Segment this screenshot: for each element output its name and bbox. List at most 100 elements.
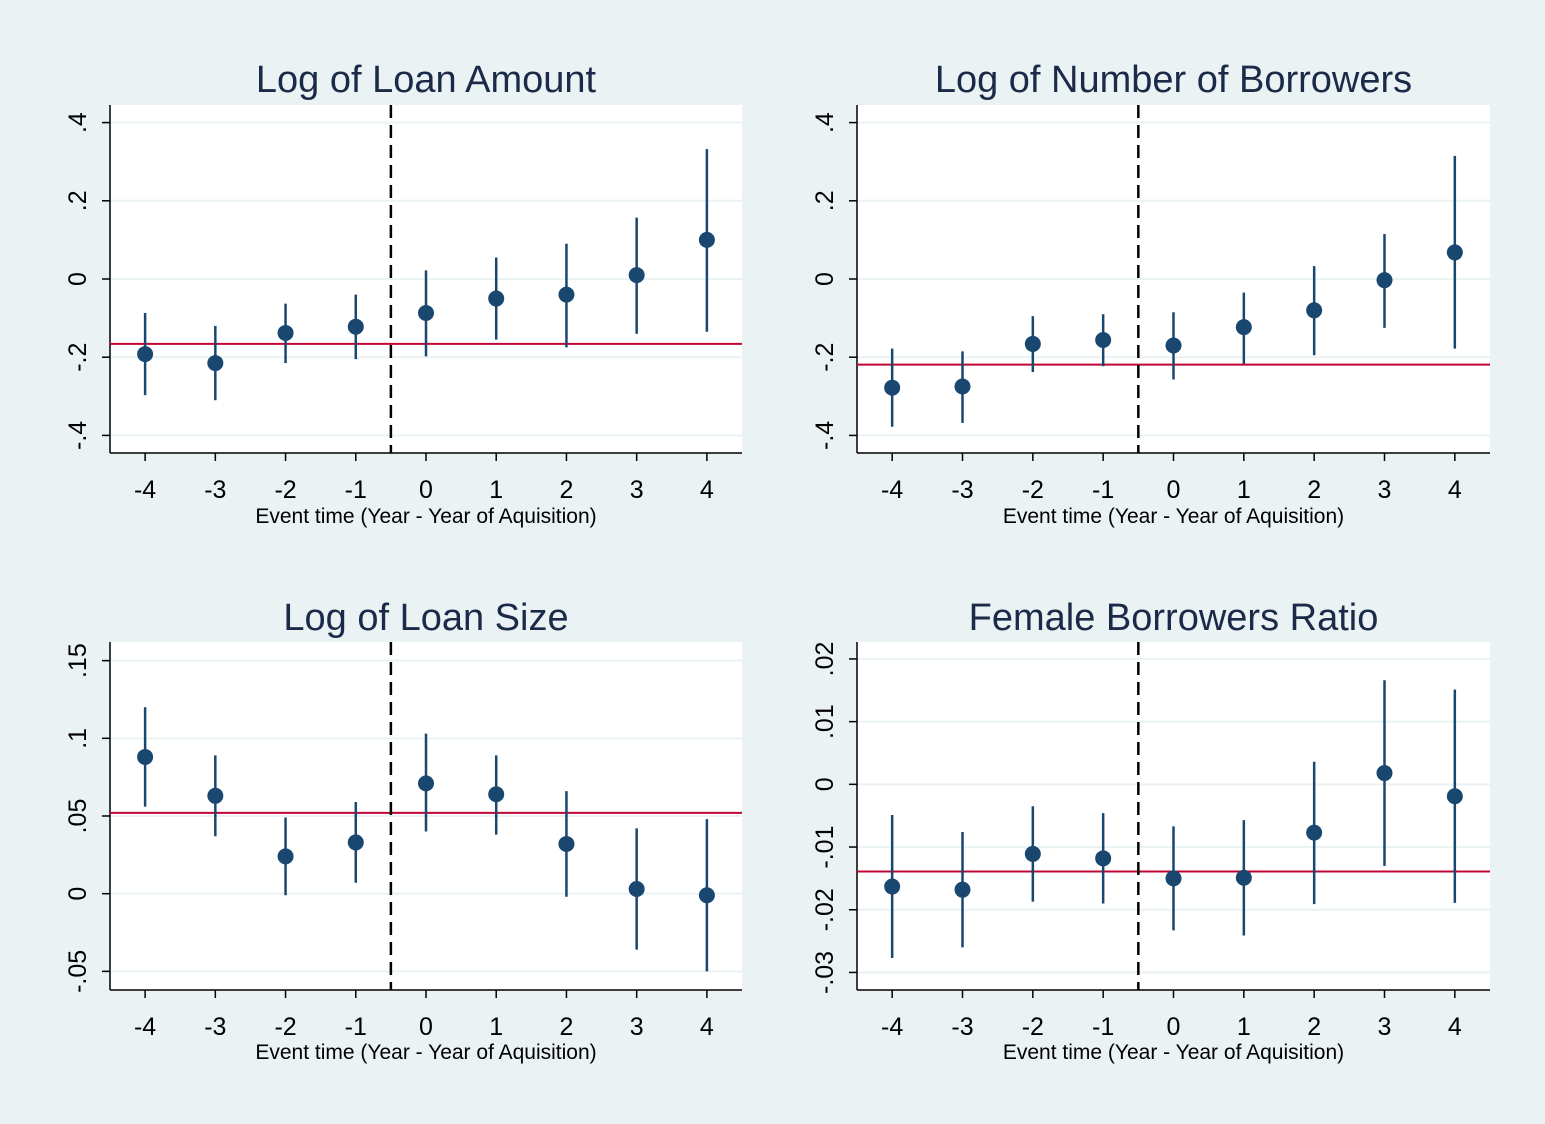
x-tick-label: -2 bbox=[1022, 476, 1044, 504]
x-tick-label: -4 bbox=[134, 476, 156, 504]
chart-title: Log of Loan Amount bbox=[256, 59, 597, 101]
x-tick-label: -1 bbox=[345, 476, 367, 504]
point-estimate bbox=[207, 355, 224, 372]
x-tick-label: -3 bbox=[204, 1013, 226, 1041]
y-tick-label: .4 bbox=[811, 112, 839, 133]
y-tick-label: .15 bbox=[64, 643, 92, 678]
point-estimate bbox=[558, 835, 575, 852]
x-tick-label: 1 bbox=[1237, 1013, 1251, 1041]
x-tick-label: 1 bbox=[489, 1013, 503, 1041]
x-axis-label: Event time (Year - Year of Aquisition) bbox=[1003, 1041, 1344, 1064]
point-estimate bbox=[347, 834, 364, 851]
point-estimate bbox=[628, 267, 645, 284]
point-estimate bbox=[698, 231, 715, 248]
point-estimate bbox=[628, 881, 645, 898]
y-tick-label: .2 bbox=[64, 190, 92, 211]
x-tick-label: -2 bbox=[274, 1013, 296, 1041]
point-estimate bbox=[1306, 824, 1323, 841]
point-estimate bbox=[1095, 331, 1112, 348]
x-axis-label: Event time (Year - Year of Aquisition) bbox=[255, 1041, 596, 1064]
chart-panel-3: -.05 0 .05 .1 .15 -4 -3 -2 -1 0 1 2 3 4 Log of Loan Si… bbox=[64, 597, 742, 1064]
x-tick-label: -4 bbox=[134, 1013, 156, 1041]
point-estimate bbox=[1446, 244, 1463, 261]
point-estimate bbox=[488, 290, 505, 307]
x-tick-label: 4 bbox=[1448, 1013, 1462, 1041]
y-tick-label: .02 bbox=[811, 642, 839, 677]
chart-title: Log of Number of Borrowers bbox=[935, 59, 1412, 101]
x-tick-label: 2 bbox=[1307, 1013, 1321, 1041]
x-tick-label: -2 bbox=[1022, 1013, 1044, 1041]
x-axis-label: Event time (Year - Year of Aquisition) bbox=[1003, 505, 1344, 528]
point-estimate bbox=[954, 378, 971, 395]
point-estimate bbox=[277, 324, 294, 341]
x-tick-label: -1 bbox=[1092, 1013, 1114, 1041]
x-tick-label: -2 bbox=[274, 476, 296, 504]
y-tick-label: .2 bbox=[811, 190, 839, 211]
point-estimate bbox=[347, 318, 364, 335]
point-estimate bbox=[954, 881, 971, 898]
y-tick-label: -.2 bbox=[811, 343, 839, 372]
x-tick-label: -3 bbox=[204, 476, 226, 504]
point-estimate bbox=[1024, 335, 1041, 352]
point-estimate bbox=[488, 786, 505, 803]
y-tick-label: .05 bbox=[64, 799, 92, 834]
x-tick-label: 3 bbox=[630, 476, 644, 504]
x-tick-label: 2 bbox=[559, 476, 573, 504]
point-estimate bbox=[698, 887, 715, 904]
point-estimate bbox=[1235, 869, 1252, 886]
y-tick-label: -.01 bbox=[811, 825, 839, 868]
point-estimate bbox=[418, 305, 434, 322]
point-estimate bbox=[1446, 788, 1463, 805]
x-tick-label: 0 bbox=[1167, 1013, 1181, 1041]
y-tick-label: -.4 bbox=[64, 421, 92, 450]
chart-panel-2: -.4 -.2 0 .2 .4 -4 -3 -2 -1 0 1 2 3 4 Log of Number of… bbox=[811, 59, 1490, 528]
y-tick-label: -.2 bbox=[64, 343, 92, 372]
x-tick-label: 0 bbox=[419, 1013, 433, 1041]
point-estimate bbox=[1306, 302, 1323, 319]
x-tick-label: 4 bbox=[1448, 476, 1462, 504]
point-estimate bbox=[137, 346, 154, 363]
point-estimate bbox=[1024, 845, 1041, 862]
y-tick-label: -.03 bbox=[811, 951, 839, 994]
y-tick-label: 0 bbox=[64, 272, 92, 286]
x-tick-label: -1 bbox=[1092, 476, 1114, 504]
x-tick-label: 3 bbox=[1378, 1013, 1392, 1041]
point-estimate bbox=[884, 379, 901, 396]
chart-panel-4: -.03 -.02 -.01 0 .01 .02 -4 -3 -2 -1 0 1 2 3 4 Female B… bbox=[811, 597, 1490, 1064]
x-tick-label: -4 bbox=[881, 1013, 903, 1041]
point-estimate bbox=[277, 848, 294, 865]
point-estimate bbox=[1376, 765, 1393, 782]
x-tick-label: 0 bbox=[1167, 476, 1181, 504]
point-estimate bbox=[1376, 272, 1393, 289]
x-tick-label: 1 bbox=[489, 476, 503, 504]
y-tick-label: .01 bbox=[811, 704, 839, 739]
x-tick-label: -3 bbox=[951, 1013, 973, 1041]
point-estimate bbox=[558, 286, 575, 303]
x-tick-label: -3 bbox=[951, 476, 973, 504]
x-tick-label: 2 bbox=[559, 1013, 573, 1041]
chart-title: Female Borrowers Ratio bbox=[969, 597, 1379, 639]
x-tick-label: 3 bbox=[630, 1013, 644, 1041]
chart-title: Log of Loan Size bbox=[283, 597, 568, 639]
point-estimate bbox=[1165, 337, 1182, 354]
point-estimate bbox=[418, 775, 434, 792]
x-axis-label: Event time (Year - Year of Aquisition) bbox=[255, 505, 596, 528]
point-estimate bbox=[1095, 850, 1112, 867]
x-tick-label: 0 bbox=[419, 476, 433, 504]
y-tick-label: 0 bbox=[811, 777, 839, 791]
x-tick-label: -4 bbox=[881, 476, 903, 504]
y-tick-label: -.4 bbox=[811, 421, 839, 450]
y-tick-label: 0 bbox=[64, 887, 92, 901]
x-tick-label: 4 bbox=[700, 1013, 714, 1041]
plot-area bbox=[857, 642, 1490, 990]
y-tick-label: -.05 bbox=[64, 950, 92, 993]
y-tick-label: .1 bbox=[64, 728, 92, 749]
y-tick-label: .4 bbox=[64, 112, 92, 133]
y-tick-label: 0 bbox=[811, 272, 839, 286]
x-tick-label: 3 bbox=[1378, 476, 1392, 504]
x-tick-label: 4 bbox=[700, 476, 714, 504]
point-estimate bbox=[207, 787, 224, 804]
point-estimate bbox=[137, 748, 154, 765]
